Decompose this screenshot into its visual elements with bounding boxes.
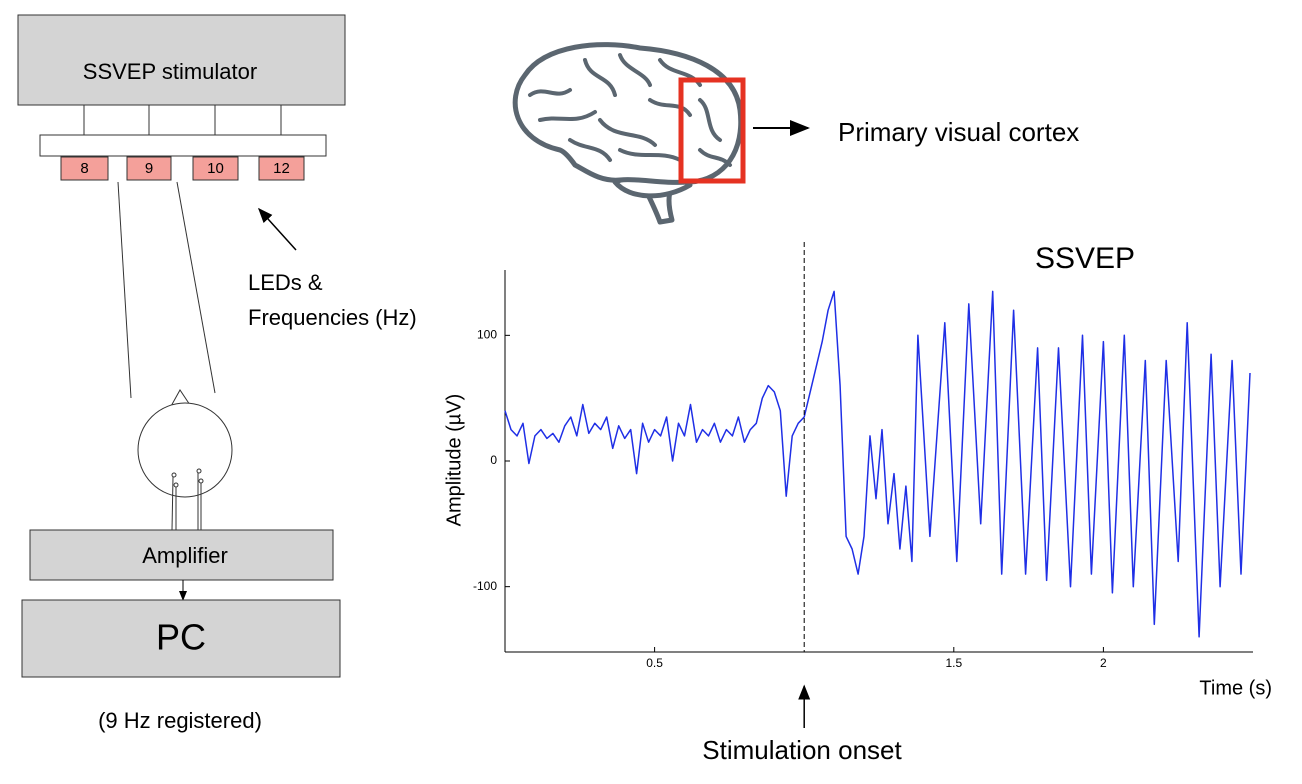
led <box>126 156 172 181</box>
stimulator-label: SSVEP stimulator <box>83 59 257 84</box>
pc-note: (9 Hz registered) <box>98 708 262 733</box>
arrow <box>257 207 297 251</box>
led <box>60 156 109 181</box>
stimulator-box <box>17 14 346 106</box>
annotation: Stimulation onset <box>702 735 902 765</box>
led-bar <box>39 134 327 157</box>
chart-title: SSVEP <box>1035 242 1135 275</box>
led-label: 10 <box>207 160 224 177</box>
amplifier-label: Amplifier <box>142 543 228 568</box>
led <box>192 156 239 181</box>
signal-line <box>504 290 1251 638</box>
x-tick-label: 2 <box>1100 656 1107 670</box>
led-label: 8 <box>80 160 88 177</box>
led-label: 12 <box>273 160 290 177</box>
leds: 8 9 10 12 <box>60 156 305 181</box>
sight-line <box>176 181 216 394</box>
x-tick-label: 0.5 <box>646 656 663 670</box>
y-tick-label: 0 <box>490 453 497 467</box>
y-tick-label: 100 <box>477 328 497 342</box>
brain-label: Primary visual cortex <box>838 117 1079 147</box>
sight-line <box>117 181 132 399</box>
x-tick-label: 1.5 <box>945 656 962 670</box>
pc-label: PC <box>156 617 206 658</box>
head <box>137 389 233 531</box>
y-tick-label: -100 <box>473 579 497 593</box>
led-label: 9 <box>145 160 153 177</box>
leds-caption: Frequencies (Hz) <box>248 305 417 330</box>
led <box>258 156 305 181</box>
chart: SSVEP Amplitude (µV) Time (s) Stimulatio… <box>443 242 1272 765</box>
connectors <box>83 105 282 135</box>
leds-caption: LEDs & <box>248 270 323 295</box>
pc-box <box>21 599 341 678</box>
y-axis-label: Amplitude (µV) <box>443 394 465 527</box>
visual-cortex-box <box>678 77 746 184</box>
brain <box>512 42 744 225</box>
x-axis-label: Time (s) <box>1199 677 1272 699</box>
amplifier-box <box>29 529 334 581</box>
